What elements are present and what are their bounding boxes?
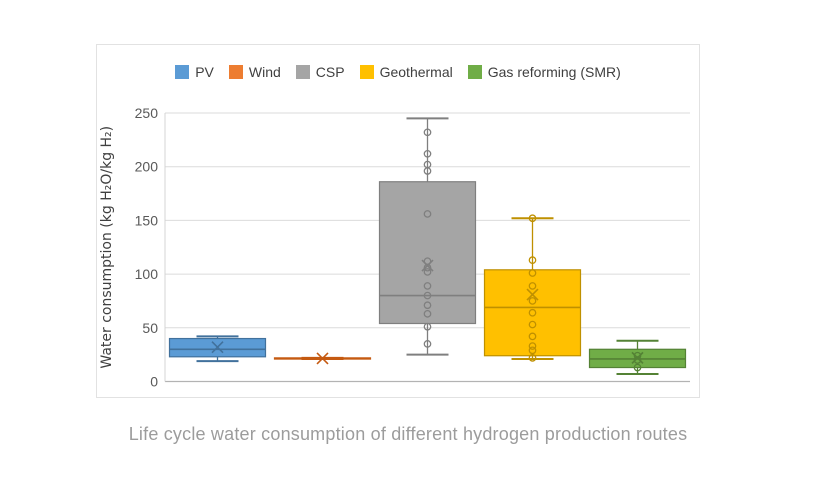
y-tick-label: 100 (135, 266, 159, 282)
legend-item-geothermal: Geothermal (359, 64, 453, 80)
data-point (423, 340, 432, 348)
boxplot-chart: 0 50 100 150 200 250 Water consumption (kg H₂O… (99, 105, 690, 390)
legend-swatch-icon (175, 65, 190, 79)
data-point (633, 363, 642, 372)
data-point (528, 297, 537, 305)
data-point (528, 256, 537, 264)
legend-label: Gas reforming (SMR) (487, 64, 621, 80)
y-tick-label: 0 (150, 374, 158, 390)
data-point (528, 308, 537, 317)
legend-label: PV (195, 64, 214, 80)
legend-item-pv: PV (175, 65, 214, 79)
data-point (528, 320, 537, 329)
box (378, 181, 477, 325)
mean-marker (631, 351, 644, 364)
mean-marker (421, 259, 434, 272)
data-point (528, 214, 537, 223)
mean-marker (316, 352, 329, 365)
mean-marker (211, 341, 224, 354)
y-tick-label: 250 (135, 105, 159, 121)
legend-swatch-icon (467, 65, 482, 79)
legend-item-wind: Wind (228, 64, 281, 80)
data-point (423, 167, 432, 175)
legend-item-gas-reforming-smr-: Gas reforming (SMR) (467, 64, 621, 80)
data-point (423, 282, 432, 290)
data-point (528, 342, 537, 350)
data-point (528, 354, 537, 362)
y-tick-label: 50 (142, 320, 158, 336)
data-point (423, 291, 432, 300)
data-point (528, 346, 537, 355)
series-pv (168, 335, 267, 363)
legend-label: CSP (315, 64, 345, 80)
chart-caption: Life cycle water consumption of differen… (128, 424, 688, 444)
chart-legend: PV Wind CSP Geothermal Gas reforming (SMR) (97, 65, 699, 79)
chart-card: PV Wind CSP Geothermal Gas reforming (SMR) 0… (96, 44, 700, 398)
legend-swatch-icon (359, 65, 374, 79)
data-point (423, 309, 432, 318)
legend-label: Wind (248, 64, 281, 80)
box (483, 269, 582, 357)
data-point (528, 282, 537, 290)
series-geothermal (483, 214, 582, 362)
mean-marker (526, 288, 539, 301)
data-point (423, 128, 432, 137)
data-point (423, 210, 432, 218)
data-point (528, 332, 537, 341)
legend-swatch-icon (228, 65, 243, 79)
data-point (423, 322, 432, 331)
data-point (528, 269, 537, 277)
y-tick-label: 150 (135, 212, 159, 228)
legend-item-csp: CSP (295, 64, 345, 80)
y-tick-label: 200 (135, 159, 159, 175)
data-point (423, 268, 432, 276)
series-csp (378, 117, 477, 356)
legend-swatch-icon (295, 65, 310, 79)
data-point (423, 149, 432, 158)
y-axis-title: Water consumption (kg H₂O/kg H₂) (99, 126, 115, 369)
series-wind (273, 352, 372, 365)
legend-label: Geothermal (379, 64, 453, 80)
series-gas-reforming-smr- (588, 339, 687, 375)
data-point (423, 301, 432, 310)
